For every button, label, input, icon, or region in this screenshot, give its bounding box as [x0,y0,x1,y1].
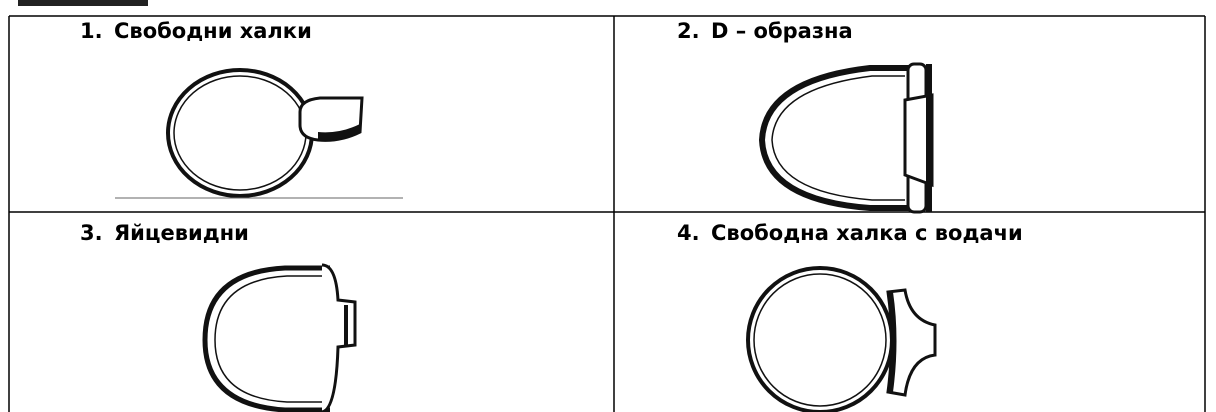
cell-heading: 3. Яйцевидни [80,221,249,245]
table-grid [8,15,1206,412]
item-label: Яйцевидни [114,221,249,245]
cell-heading: 1. Свободни халки [80,19,312,43]
item-label: Свободни халки [114,19,312,43]
cut-off-text [18,0,148,6]
ring-illustration [202,263,357,412]
cell-heading: 2. D – образна [677,19,853,43]
item-number: 2. [677,19,700,43]
item-number: 3. [80,221,103,245]
item-number: 1. [80,19,103,43]
cell-heading: 4. Свободна халка с водачи [677,221,1023,245]
item-label: Свободна халка с водачи [711,221,1023,245]
item-label: D – образна [711,19,853,43]
ring-illustration [746,266,937,412]
ring-illustration [115,68,403,199]
ring-illustration [758,62,934,214]
item-number: 4. [677,221,700,245]
